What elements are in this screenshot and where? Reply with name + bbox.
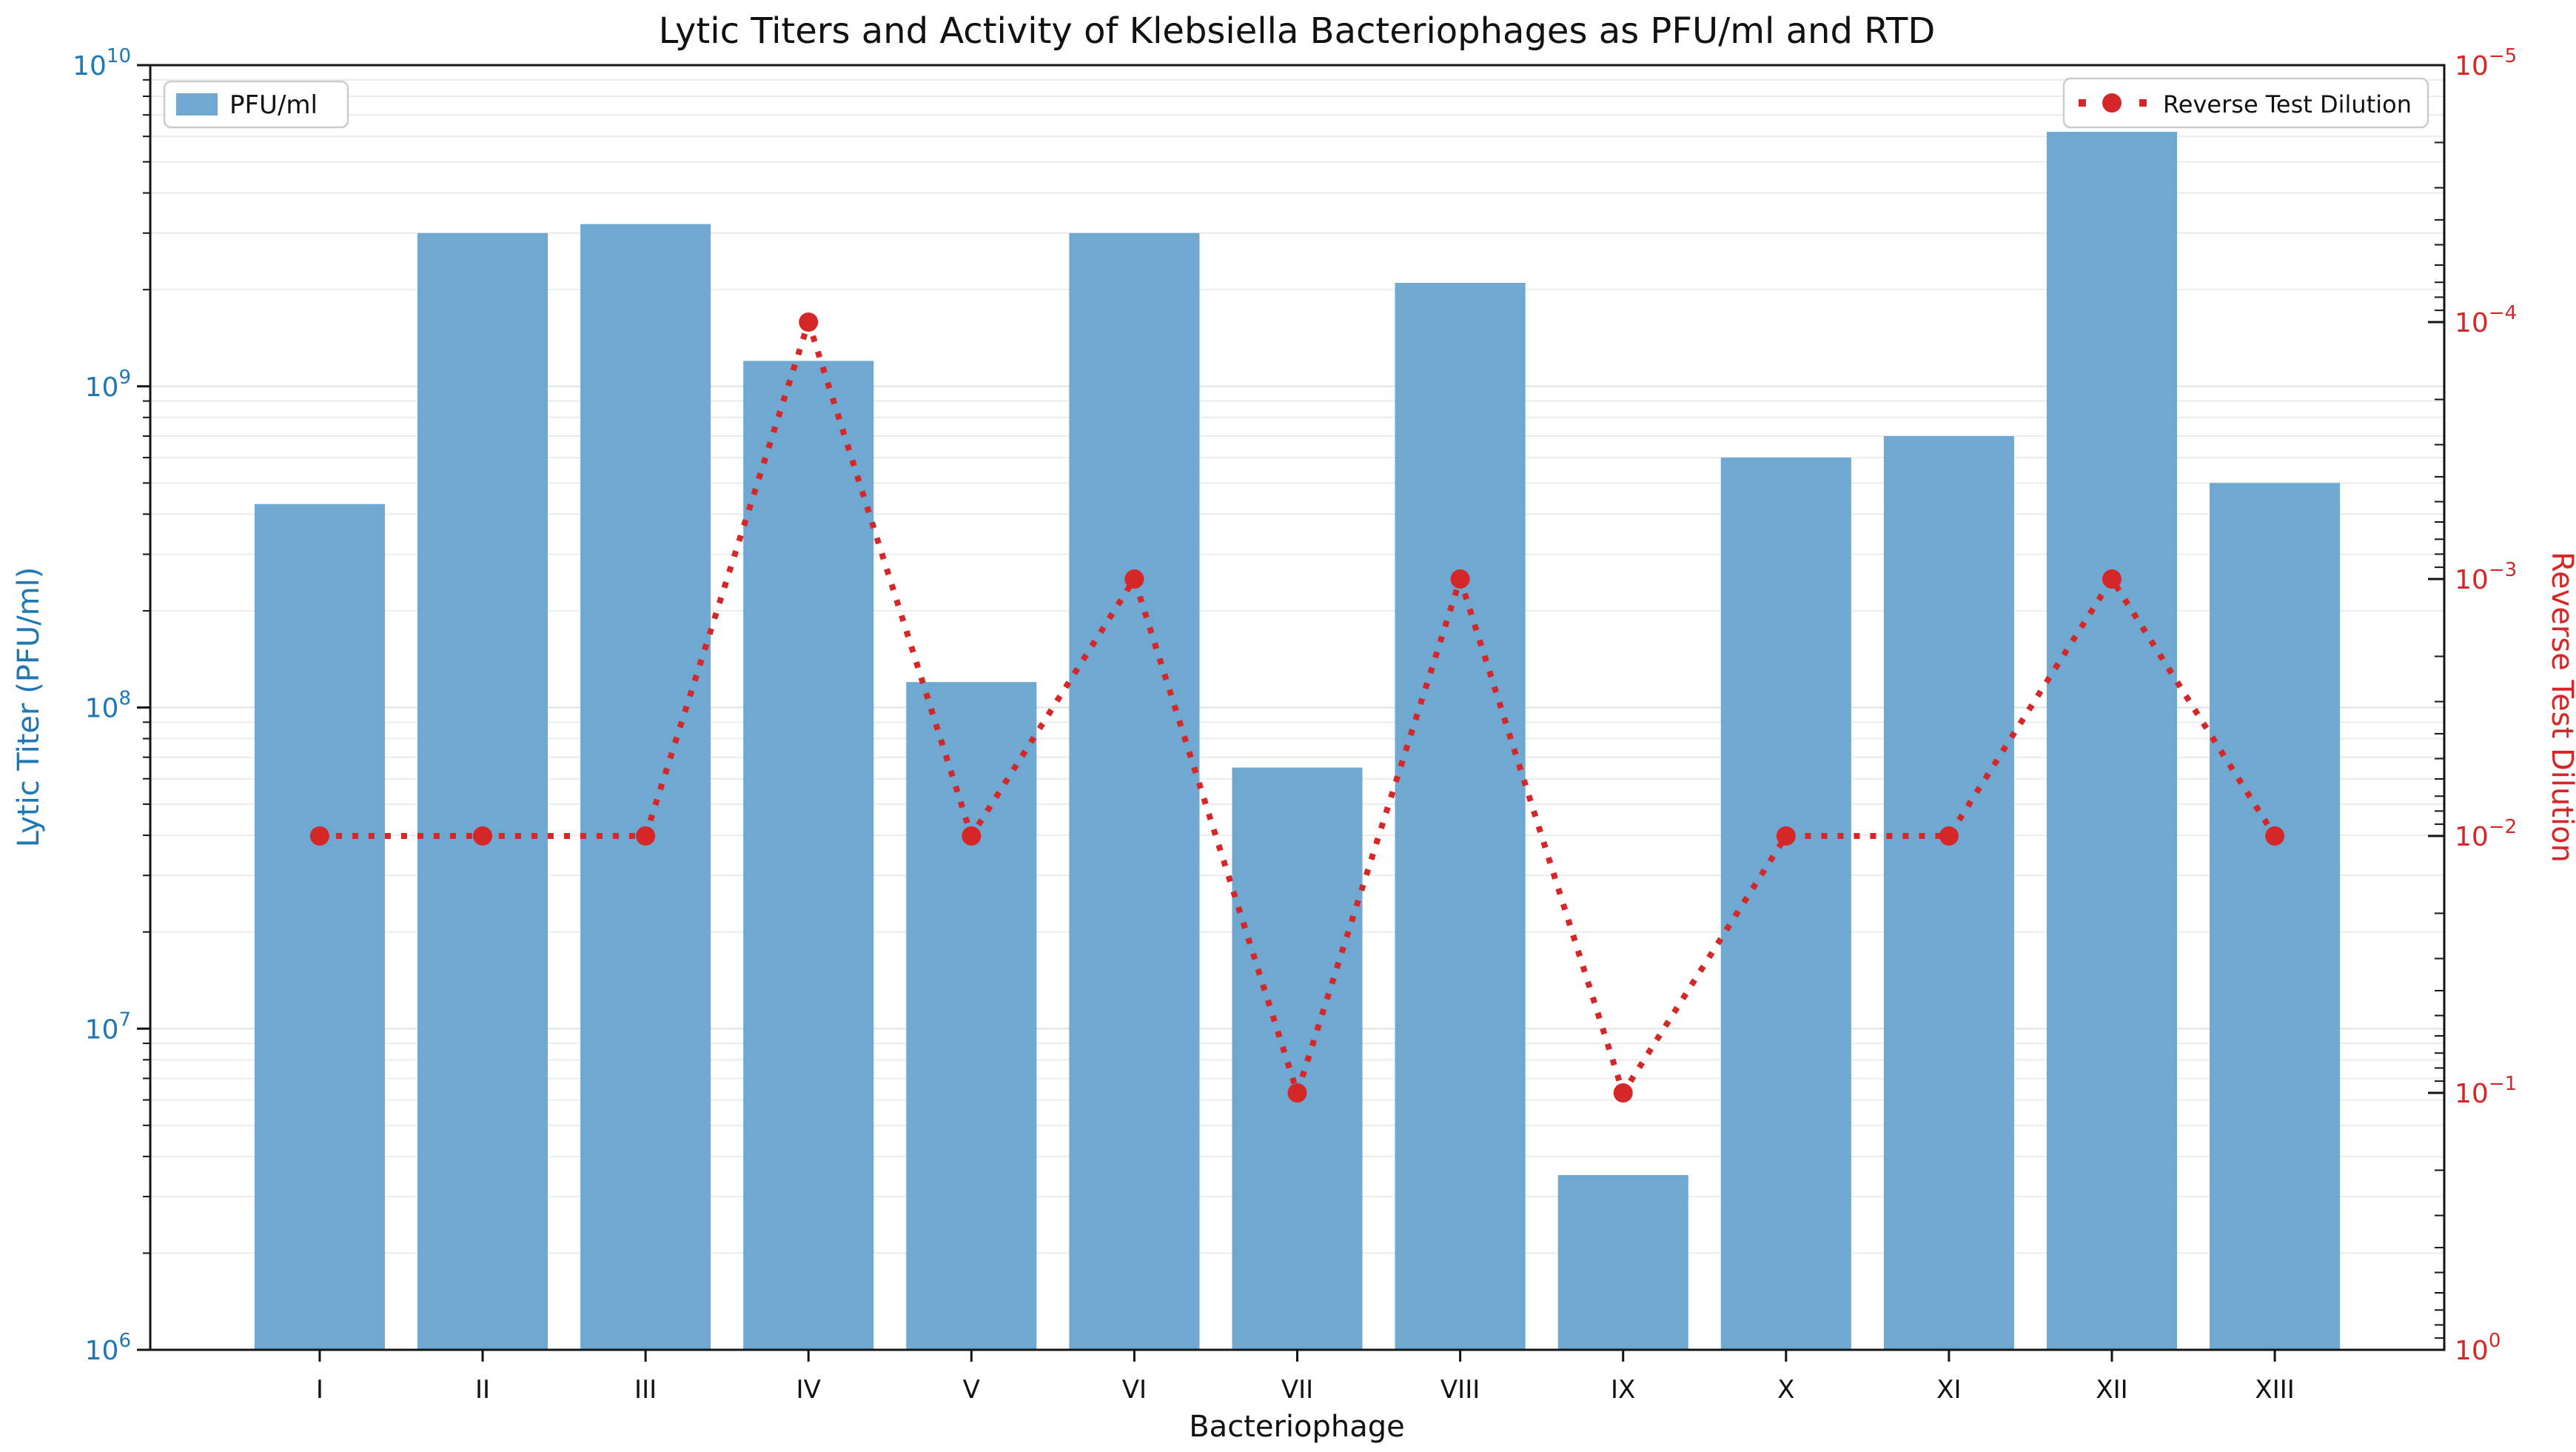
rtd-line-series — [309, 312, 2285, 1103]
tick-label: 108 — [85, 688, 131, 724]
x-tick-label-I: I — [316, 1375, 323, 1405]
x-tick-label-XIII: XIII — [2255, 1375, 2294, 1405]
chart-title: Lytic Titers and Activity of Klebsiella … — [659, 10, 1936, 52]
tick-label: 10−5 — [2455, 45, 2517, 81]
pfu-bar-I — [254, 503, 385, 1350]
x-tick-label-IV: IV — [796, 1375, 821, 1405]
pfu-bar-XII — [2046, 132, 2178, 1351]
rtd-marker-VII — [1287, 1083, 1307, 1103]
rtd-marker-III — [636, 826, 656, 846]
rtd-marker-V — [962, 826, 982, 846]
pfu-bar-VI — [1069, 232, 1200, 1351]
rtd-marker-XIII — [2265, 826, 2285, 846]
rtd-marker-XII — [2102, 569, 2121, 589]
pfu-bar-IV — [743, 361, 874, 1350]
legend-rtd-marker-icon — [2102, 93, 2121, 113]
pfu-bar-III — [580, 224, 711, 1350]
legend-rtd-dash-left — [2079, 99, 2086, 107]
tick-label: 10−4 — [2455, 302, 2517, 338]
x-tick-label-VIII: VIII — [1440, 1375, 1480, 1405]
y-right-axis-label: Reverse Test Dilution — [2545, 552, 2576, 863]
x-tick-label-V: V — [963, 1375, 980, 1405]
x-tick-label-VII: VII — [1281, 1375, 1313, 1405]
x-tick-label-III: III — [634, 1375, 657, 1405]
x-tick-label-XI: XI — [1936, 1375, 1961, 1405]
y-left-axis-label: Lytic Titer (PFU/ml) — [12, 567, 46, 848]
x-tick-label-IX: IX — [1611, 1375, 1635, 1405]
pfu-bar-X — [1720, 457, 1851, 1351]
legend-pfu-label: PFU/ml — [229, 90, 318, 120]
pfu-bar-XI — [1883, 435, 2014, 1350]
pfu-bar-XIII — [2210, 483, 2341, 1350]
legend-pfu: PFU/ml — [163, 80, 349, 129]
tick-label: 100 — [2455, 1330, 2500, 1366]
x-tick-label-X: X — [1777, 1375, 1794, 1405]
rtd-marker-VIII — [1450, 569, 1470, 589]
legend-rtd-box — [2062, 77, 2429, 129]
pfu-bar-V — [906, 682, 1037, 1350]
legend-rtd-label: Reverse Test Dilution — [2163, 90, 2412, 118]
tick-label: 10−3 — [2455, 559, 2517, 595]
pfu-bar-VII — [1232, 767, 1363, 1350]
axis-ticks — [137, 64, 2444, 1362]
right-tick-labels: 10−5 10−4 10−3 10−2 10−1 100 — [2455, 45, 2517, 1366]
x-tick-labels: I II III IV V VI VII VIII IX X XI XII XIII — [316, 1375, 2295, 1405]
x-axis-label: Bacteriophage — [1189, 1410, 1405, 1444]
tick-label: 107 — [85, 1008, 131, 1045]
pfu-bar-II — [417, 232, 549, 1351]
rtd-marker-VI — [1124, 569, 1144, 589]
rtd-marker-IV — [799, 312, 819, 332]
legend-pfu-swatch — [176, 93, 218, 116]
rtd-marker-II — [473, 826, 493, 846]
tick-label: 10−1 — [2455, 1073, 2517, 1109]
rtd-marker-XI — [1939, 826, 1959, 846]
rtd-marker-X — [1776, 826, 1796, 846]
pfu-bar-IX — [1557, 1175, 1688, 1350]
x-tick-label-XII: XII — [2096, 1375, 2127, 1405]
tick-label: 106 — [85, 1330, 131, 1366]
pfu-bar-series — [254, 132, 2341, 1351]
x-tick-label-VI: VI — [1122, 1375, 1147, 1405]
tick-label: 1010 — [73, 45, 131, 81]
pfu-bar-VIII — [1395, 282, 1526, 1351]
legend-rtd: Reverse Test Dilution — [2062, 77, 2429, 129]
rtd-marker-IX — [1613, 1083, 1633, 1103]
tick-label: 109 — [85, 367, 131, 403]
x-tick-label-II: II — [475, 1375, 490, 1405]
rtd-marker-I — [309, 826, 329, 846]
legend-pfu-box — [163, 80, 349, 129]
left-tick-labels: 1010 109 108 107 106 — [73, 45, 131, 1366]
tick-label: 10−2 — [2455, 816, 2517, 852]
legend-rtd-dash-right — [2139, 99, 2147, 107]
